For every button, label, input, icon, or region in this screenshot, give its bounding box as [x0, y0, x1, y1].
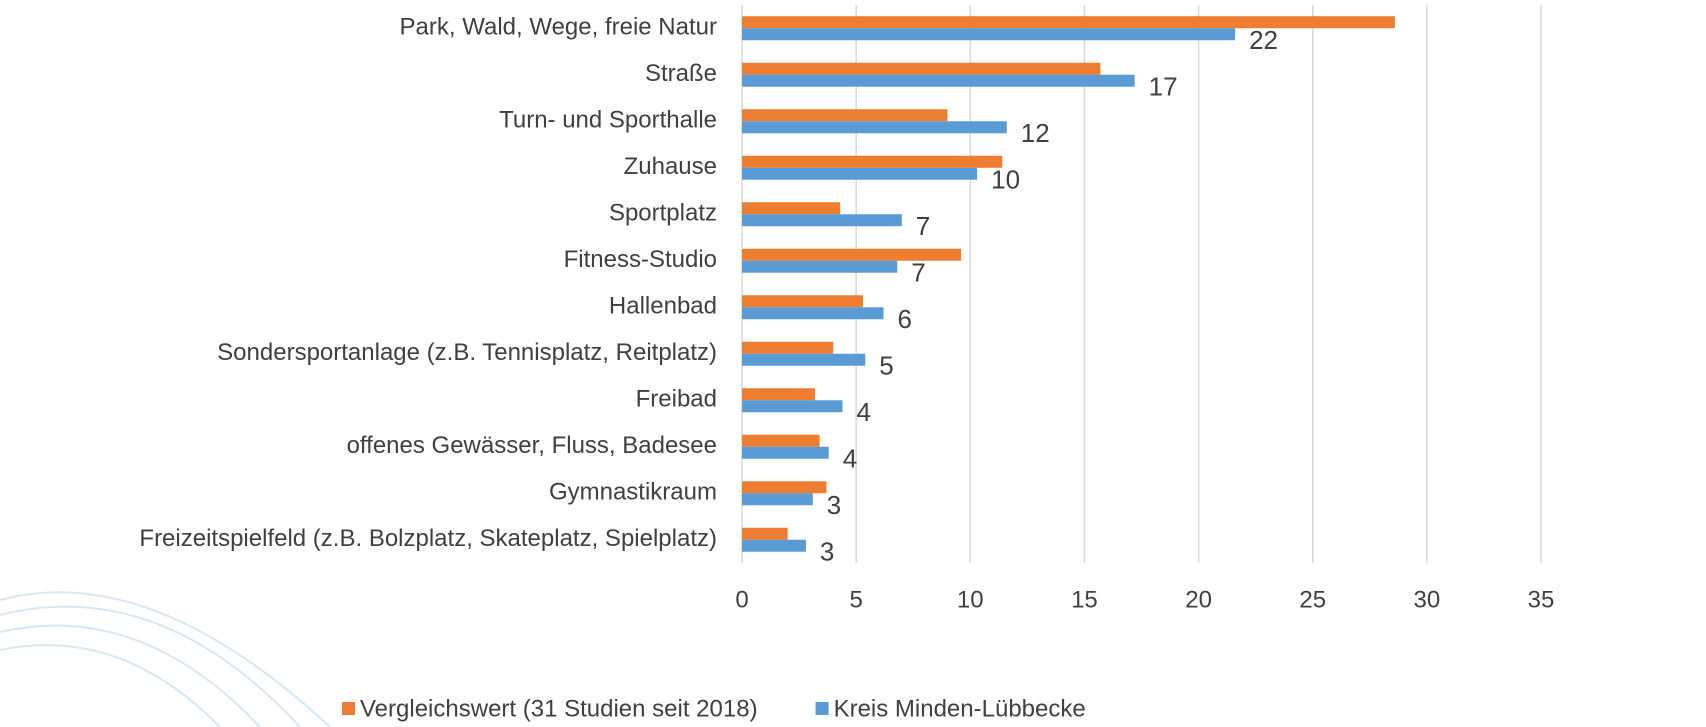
bar — [742, 528, 788, 540]
x-tick-label: 5 — [849, 586, 862, 613]
x-tick-label: 10 — [957, 586, 984, 613]
bar — [742, 214, 902, 226]
bar — [742, 109, 947, 121]
y-tick-label: Freibad — [636, 386, 717, 413]
bar — [742, 342, 833, 354]
value-label: 3 — [820, 537, 834, 567]
value-label: 4 — [856, 397, 870, 427]
x-tick-label: 20 — [1185, 586, 1212, 613]
x-tick-label: 35 — [1528, 586, 1555, 613]
legend-label: Vergleichswert (31 Studien seit 2018) — [360, 695, 758, 722]
bar — [742, 388, 815, 400]
bar — [742, 400, 842, 412]
value-label: 4 — [843, 444, 857, 474]
value-label: 3 — [827, 490, 841, 520]
x-tick-label: 25 — [1299, 586, 1326, 613]
value-label: 12 — [1021, 118, 1050, 148]
y-tick-label: Sportplatz — [609, 200, 717, 227]
y-tick-label: Sondersportanlage (z.B. Tennisplatz, Rei… — [217, 339, 717, 366]
bar — [742, 156, 1002, 168]
bar — [742, 540, 806, 552]
bar — [742, 354, 865, 366]
bar — [742, 168, 977, 180]
y-tick-label: Turn- und Sporthalle — [499, 107, 717, 134]
bar — [742, 16, 1395, 28]
value-label: 5 — [879, 351, 893, 381]
y-tick-label: Fitness-Studio — [564, 246, 717, 273]
chart: 05101520253035Park, Wald, Wege, freie Na… — [0, 0, 1706, 727]
value-label: 17 — [1149, 72, 1178, 102]
bar — [742, 249, 961, 261]
bar — [742, 435, 820, 447]
bar — [742, 307, 884, 319]
x-tick-label: 15 — [1071, 586, 1098, 613]
bar — [742, 28, 1235, 40]
bar — [742, 121, 1007, 133]
x-tick-label: 0 — [735, 586, 748, 613]
bar — [742, 261, 897, 273]
y-tick-label: Freizeitspielfeld (z.B. Bolzplatz, Skate… — [139, 525, 717, 552]
bar — [742, 75, 1135, 87]
bar — [742, 295, 863, 307]
y-tick-label: offenes Gewässer, Fluss, Badesee — [347, 432, 717, 459]
y-tick-label: Straße — [645, 60, 717, 87]
bar — [742, 493, 813, 505]
bar — [742, 447, 829, 459]
decoration — [0, 592, 330, 727]
legend-label: Kreis Minden-Lübbecke — [834, 695, 1086, 722]
x-tick-label: 30 — [1414, 586, 1441, 613]
y-tick-label: Gymnastikraum — [549, 479, 717, 506]
value-label: 22 — [1249, 25, 1278, 55]
value-label: 7 — [916, 211, 930, 241]
value-label: 10 — [991, 165, 1020, 195]
value-label: 7 — [911, 258, 925, 288]
bar — [742, 63, 1100, 75]
bar — [742, 481, 826, 493]
y-tick-label: Park, Wald, Wege, freie Natur — [400, 14, 717, 41]
bar — [742, 202, 840, 214]
value-label: 6 — [898, 304, 912, 334]
legend-swatch — [816, 702, 829, 715]
y-tick-label: Hallenbad — [609, 293, 717, 320]
y-tick-label: Zuhause — [624, 153, 717, 180]
legend-swatch — [342, 702, 355, 715]
